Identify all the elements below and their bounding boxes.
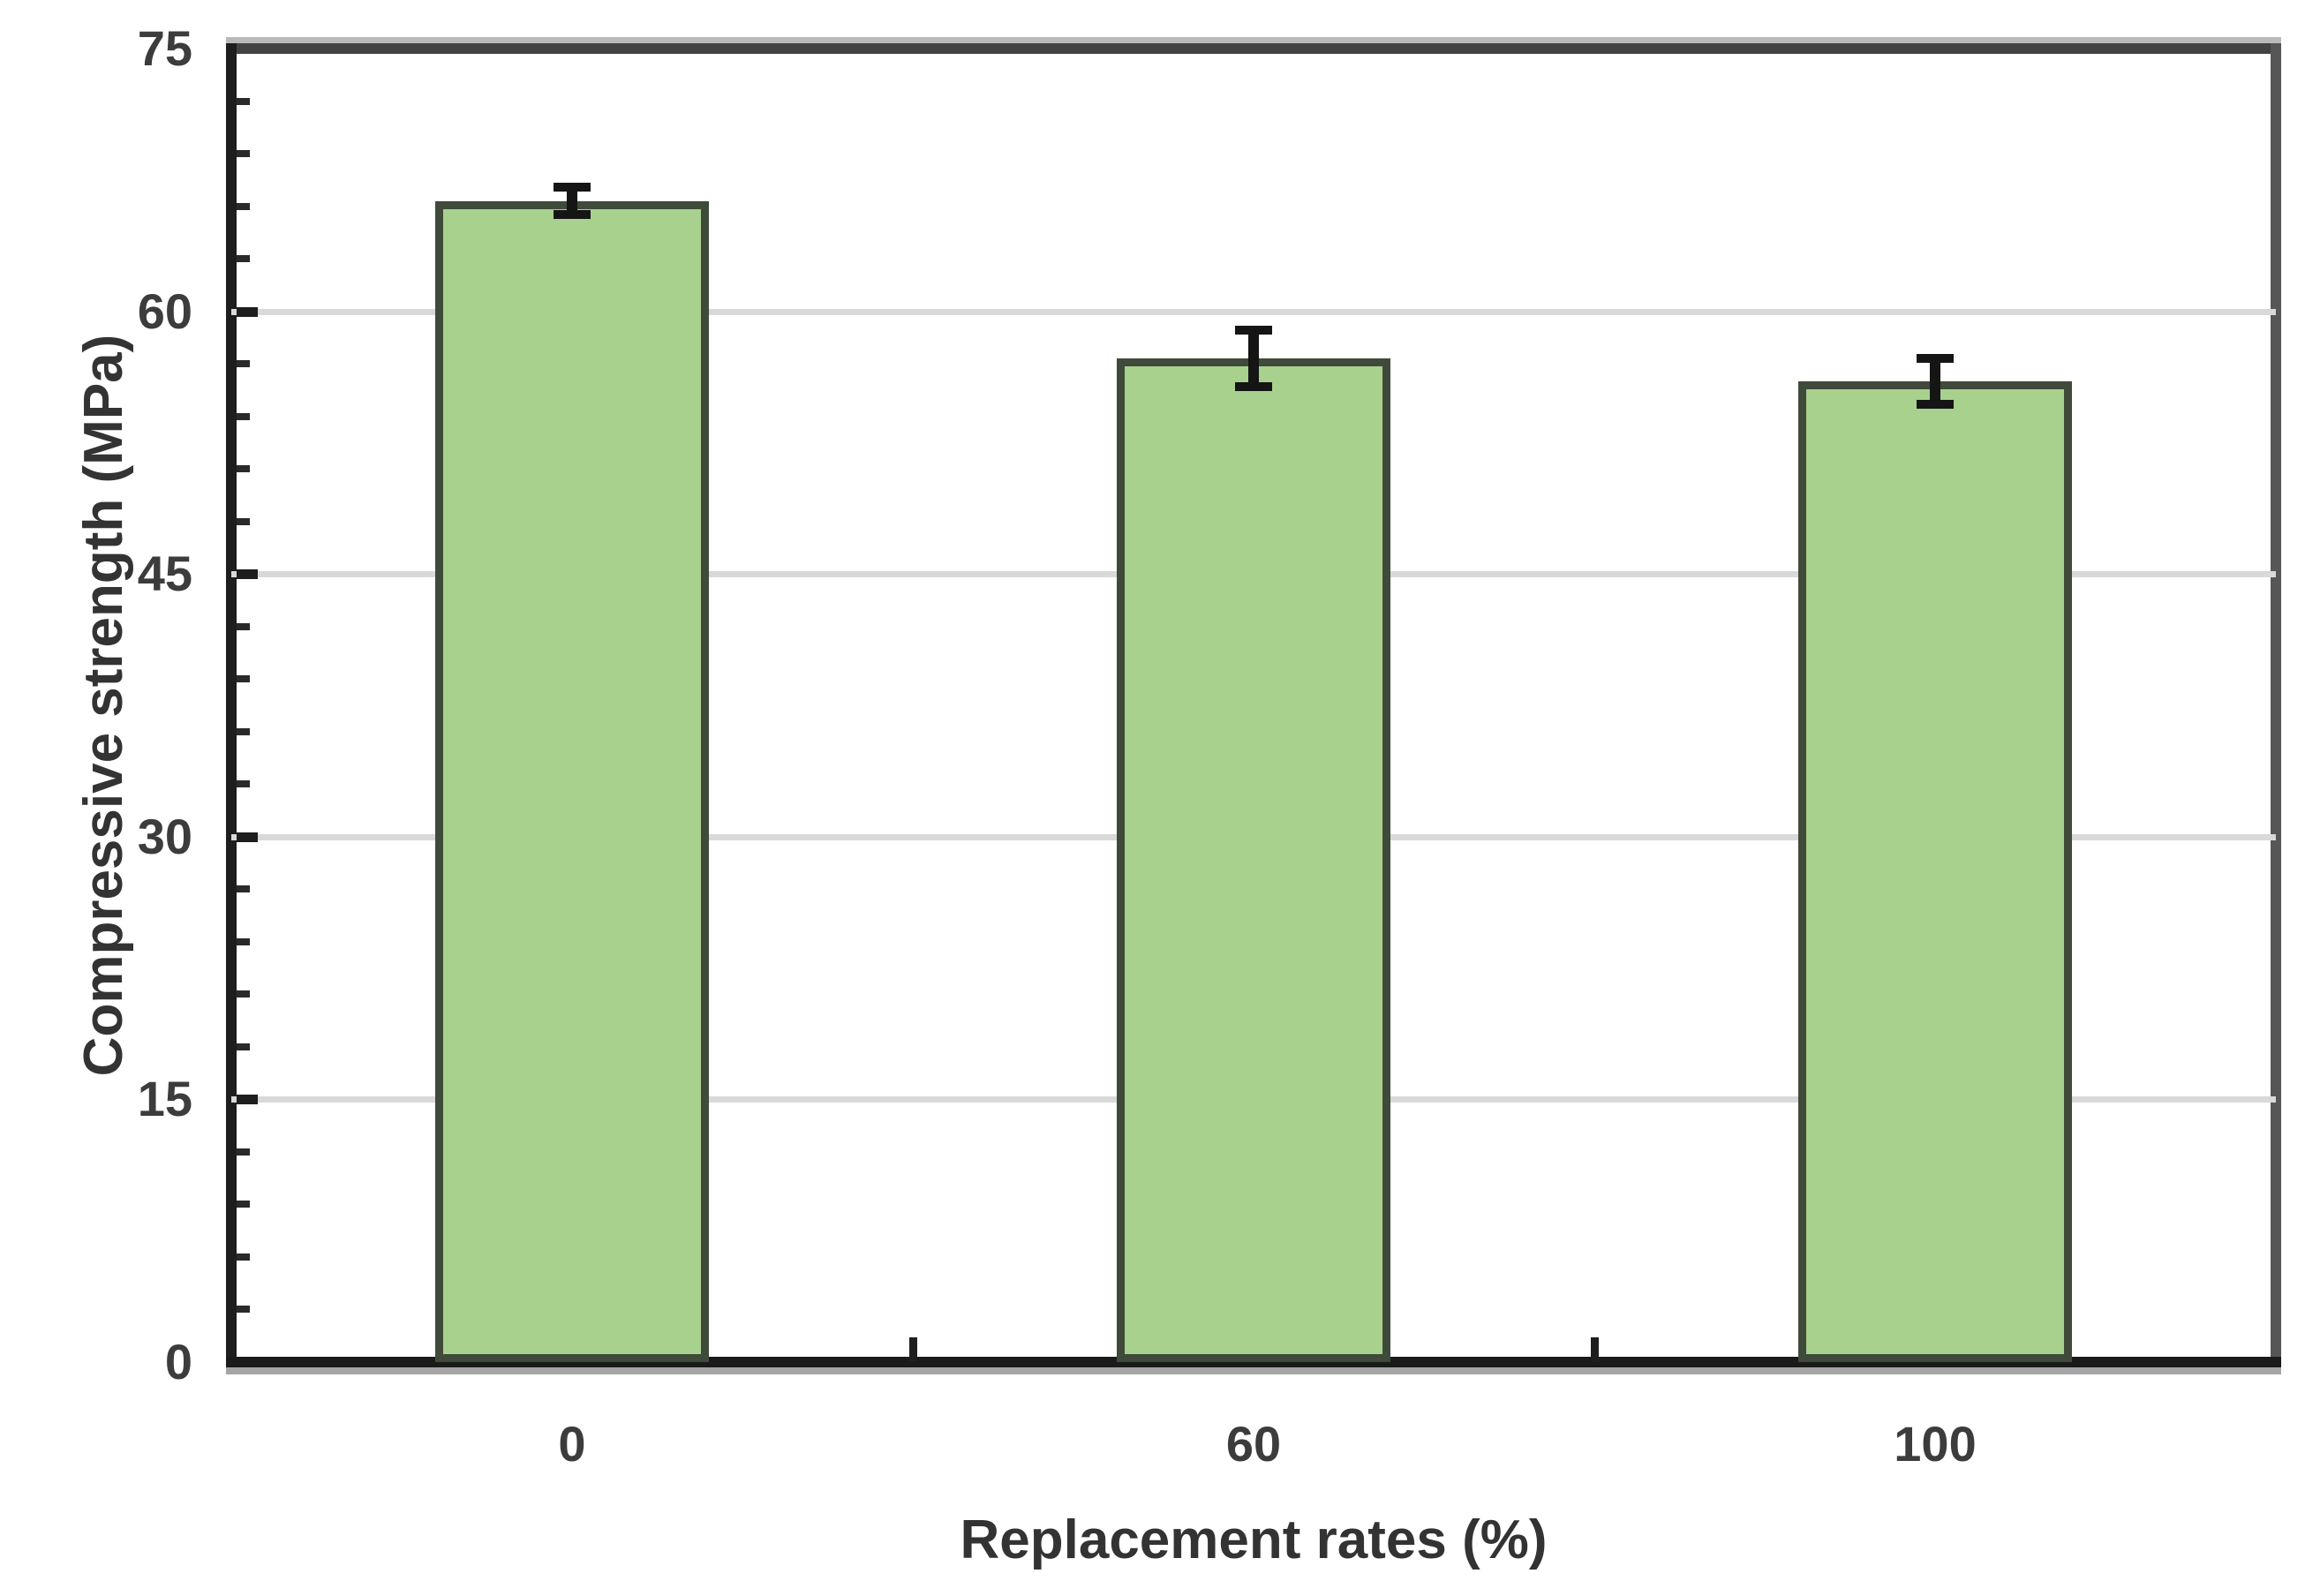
bar-0 xyxy=(435,200,709,1362)
y-tick-label-60: 60 xyxy=(137,282,192,339)
y-major-tick-30 xyxy=(237,832,258,842)
y-minor-tick-9 xyxy=(237,1201,250,1208)
error-bar-cap-bottom-0 xyxy=(554,210,591,220)
y-minor-tick-66 xyxy=(237,202,250,210)
y-major-tick-60 xyxy=(237,306,258,317)
bar-60 xyxy=(1117,358,1390,1362)
y-minor-tick-3 xyxy=(237,1306,250,1314)
x-axis-title: Replacement rates (%) xyxy=(960,1509,1548,1570)
error-bar-cap-top-100 xyxy=(1917,354,1954,364)
error-bar-cap-bottom-100 xyxy=(1917,399,1954,409)
y-minor-tick-18 xyxy=(237,1043,250,1050)
x-axis-line-shadow xyxy=(226,1367,2281,1374)
x-tick-label-60: 60 xyxy=(1225,1416,1282,1472)
x-axis-line xyxy=(226,1357,2281,1367)
y-minor-tick-54 xyxy=(237,412,250,420)
right-spine xyxy=(2271,43,2281,1367)
y-minor-tick-24 xyxy=(237,937,250,945)
error-bar-60 xyxy=(1248,330,1259,387)
x-tick-label-0: 0 xyxy=(558,1416,586,1472)
y-minor-tick-6 xyxy=(237,1253,250,1261)
y-minor-tick-33 xyxy=(237,780,250,788)
y-minor-tick-69 xyxy=(237,150,250,158)
x-boundary-tick-1 xyxy=(909,1337,917,1362)
y-minor-tick-63 xyxy=(237,255,250,263)
bar-100 xyxy=(1798,380,2072,1362)
y-tick-label-45: 45 xyxy=(137,546,192,602)
x-boundary-tick-2 xyxy=(1591,1337,1599,1362)
y-tick-label-15: 15 xyxy=(137,1071,192,1127)
error-bar-100 xyxy=(1930,358,1940,404)
x-tick-label-100: 100 xyxy=(1894,1416,1977,1472)
error-bar-cap-top-0 xyxy=(554,182,591,192)
top-spine-shadow xyxy=(226,37,2281,43)
y-minor-tick-39 xyxy=(237,675,250,683)
error-bar-0 xyxy=(567,186,577,215)
y-minor-tick-12 xyxy=(237,1148,250,1156)
y-minor-tick-51 xyxy=(237,465,250,473)
gridline-60 xyxy=(231,308,2276,315)
y-minor-tick-42 xyxy=(237,622,250,630)
error-bar-cap-bottom-60 xyxy=(1235,381,1272,391)
y-minor-tick-48 xyxy=(237,517,250,525)
y-minor-tick-36 xyxy=(237,727,250,735)
y-tick-label-30: 30 xyxy=(137,808,192,864)
y-minor-tick-27 xyxy=(237,885,250,893)
y-axis-title: Compressive strength (MPa) xyxy=(73,334,134,1077)
y-tick-label-0: 0 xyxy=(164,1334,192,1389)
y-minor-tick-57 xyxy=(237,360,250,368)
y-tick-label-75: 75 xyxy=(137,20,192,76)
error-bar-cap-top-60 xyxy=(1235,326,1272,335)
y-major-tick-15 xyxy=(237,1095,258,1105)
y-minor-tick-72 xyxy=(237,97,250,105)
top-spine xyxy=(226,43,2281,54)
y-axis-line xyxy=(226,43,237,1367)
y-minor-tick-21 xyxy=(237,990,250,998)
y-major-tick-45 xyxy=(237,569,258,580)
